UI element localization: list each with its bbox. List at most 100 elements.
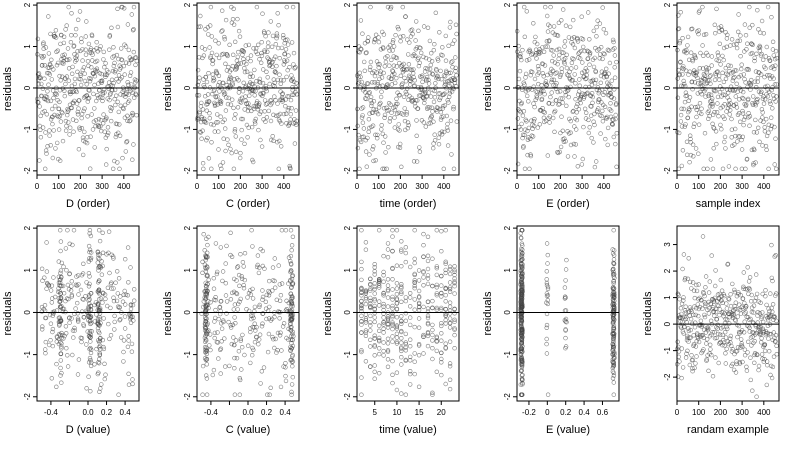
data-point: [389, 57, 394, 63]
data-point: [131, 4, 137, 10]
data-point: [403, 392, 408, 397]
data-point: [736, 292, 741, 297]
data-point: [221, 318, 226, 323]
data-point: [274, 113, 279, 119]
data-point: [215, 340, 221, 345]
data-point: [681, 81, 687, 87]
data-point: [695, 104, 700, 110]
data-point: [710, 101, 715, 107]
data-point: [740, 89, 746, 95]
data-point: [123, 60, 129, 65]
data-point: [430, 356, 435, 362]
data-point: [93, 98, 99, 104]
data-point: [597, 21, 603, 26]
data-point: [240, 88, 246, 94]
data-point: [276, 45, 281, 51]
data-point: [381, 304, 386, 309]
data-point: [80, 47, 85, 52]
data-point: [82, 106, 87, 111]
data-point: [281, 78, 286, 83]
data-point: [685, 348, 690, 353]
data-point: [86, 284, 92, 289]
data-point: [227, 42, 232, 47]
y-tick-label: -1: [343, 351, 352, 359]
data-point: [752, 360, 757, 365]
data-point: [268, 19, 273, 24]
data-point: [223, 281, 229, 286]
data-point: [521, 144, 526, 149]
data-point: [581, 124, 586, 130]
data-point: [753, 160, 758, 165]
data-point: [687, 69, 692, 74]
data-point: [770, 106, 775, 111]
x-tick-label: 400: [597, 182, 611, 191]
data-point: [590, 100, 595, 106]
data-point: [254, 334, 259, 339]
data-point: [288, 261, 294, 266]
data-point: [279, 45, 285, 51]
data-point: [571, 35, 577, 40]
data-point: [218, 245, 224, 250]
data-point: [770, 39, 776, 44]
data-point: [452, 77, 458, 83]
data-point: [88, 255, 94, 261]
data-point: [241, 49, 247, 54]
data-point: [100, 337, 106, 343]
data-point: [585, 56, 591, 61]
data-point: [96, 361, 102, 366]
data-point: [610, 251, 616, 256]
data-point: [519, 361, 525, 367]
data-point: [81, 315, 87, 320]
data-point: [359, 330, 364, 335]
data-point: [286, 255, 292, 260]
data-point: [610, 321, 616, 326]
data-point: [761, 359, 766, 364]
data-point: [43, 339, 48, 345]
data-point: [101, 291, 106, 296]
data-point: [399, 247, 404, 252]
x-tick-label: 0.4: [280, 408, 292, 417]
data-point: [700, 234, 706, 239]
data-point: [220, 269, 226, 274]
data-point: [52, 112, 57, 118]
data-point: [743, 32, 749, 38]
data-point: [572, 72, 577, 77]
plot-frame: [196, 225, 300, 402]
data-point: [220, 278, 225, 284]
data-point: [611, 117, 616, 122]
data-point: [520, 243, 525, 248]
data-point: [574, 104, 579, 109]
data-point: [703, 94, 708, 99]
data-point: [386, 100, 392, 106]
data-point: [212, 103, 218, 109]
data-point: [129, 12, 135, 17]
data-point: [257, 56, 262, 62]
data-point: [201, 232, 206, 237]
data-point: [757, 311, 763, 316]
data-point: [675, 95, 681, 101]
data-point: [549, 77, 555, 83]
data-point: [385, 84, 390, 89]
data-point: [518, 311, 524, 316]
data-point: [453, 22, 459, 27]
data-point: [744, 364, 749, 369]
data-point: [264, 86, 269, 91]
data-point: [128, 118, 133, 123]
data-point: [773, 333, 779, 338]
data-point: [36, 71, 42, 76]
data-point: [683, 122, 688, 127]
data-point: [290, 4, 296, 10]
data-point: [701, 291, 706, 296]
data-point: [75, 318, 81, 323]
data-point: [518, 235, 524, 240]
data-point: [709, 54, 715, 59]
data-point: [702, 131, 708, 136]
data-point: [399, 239, 404, 244]
data-point: [532, 104, 537, 110]
data-point: [197, 109, 202, 115]
data-point: [425, 281, 431, 287]
data-point: [262, 98, 268, 103]
data-point: [404, 86, 410, 91]
data-point: [56, 106, 62, 112]
